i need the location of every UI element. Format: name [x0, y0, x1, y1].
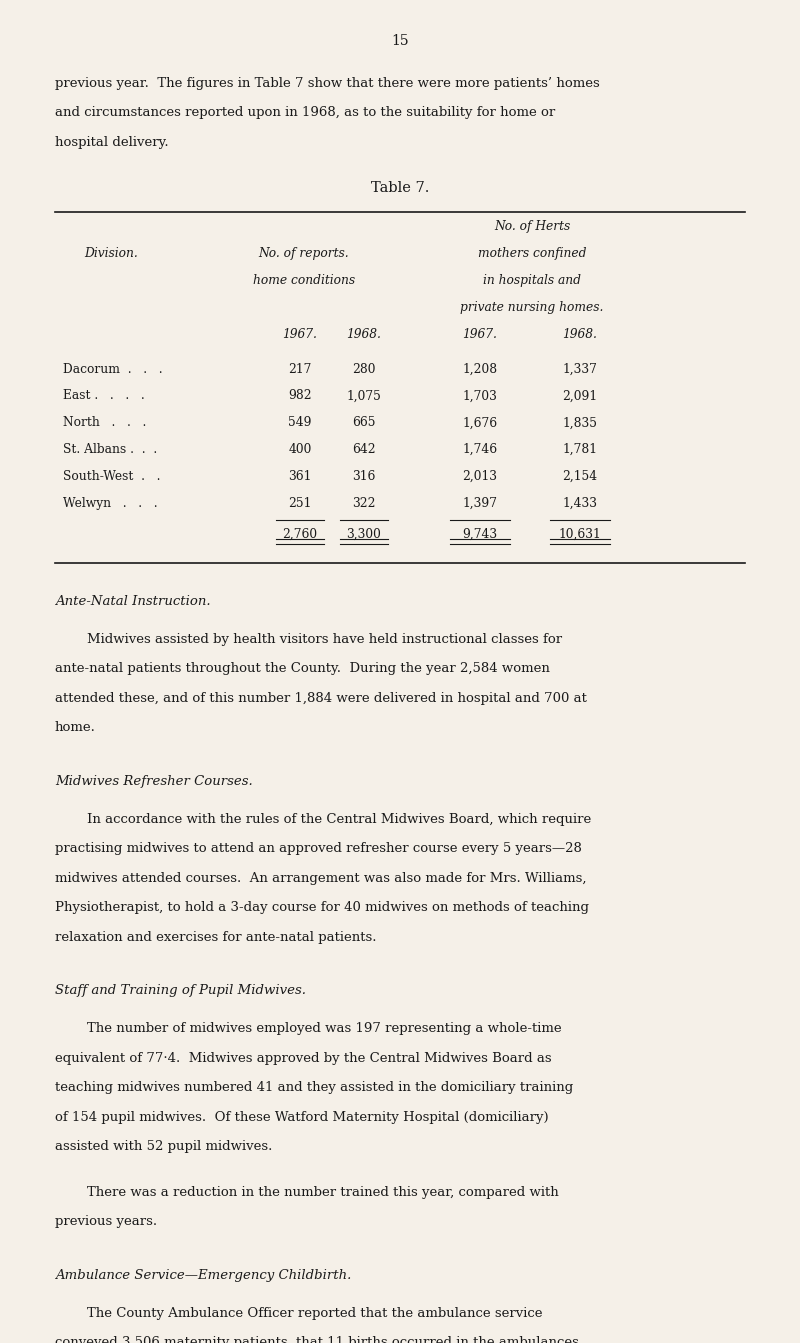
Text: Table 7.: Table 7.	[371, 181, 429, 195]
Text: 1,208: 1,208	[462, 363, 498, 376]
Text: Midwives assisted by health visitors have held instructional classes for: Midwives assisted by health visitors hav…	[87, 633, 562, 646]
Text: Ambulance Service—Emergency Childbirth.: Ambulance Service—Emergency Childbirth.	[55, 1269, 351, 1283]
Text: South-West  .   .: South-West . .	[63, 470, 161, 483]
Text: 2,013: 2,013	[462, 470, 498, 483]
Text: 9,743: 9,743	[462, 528, 498, 541]
Text: conveyed 3,506 maternity patients, that 11 births occurred in the ambulances,: conveyed 3,506 maternity patients, that …	[55, 1336, 583, 1343]
Text: 15: 15	[391, 34, 409, 47]
Text: 1967.: 1967.	[462, 328, 498, 341]
Text: 549: 549	[288, 416, 312, 430]
Text: 1968.: 1968.	[562, 328, 598, 341]
Text: 2,760: 2,760	[282, 528, 318, 541]
Text: St. Albans .  .  .: St. Albans . . .	[63, 443, 158, 457]
Text: 400: 400	[288, 443, 312, 457]
Text: 1,746: 1,746	[462, 443, 498, 457]
Text: 1,337: 1,337	[562, 363, 598, 376]
Text: relaxation and exercises for ante-natal patients.: relaxation and exercises for ante-natal …	[55, 931, 377, 944]
Text: 361: 361	[288, 470, 312, 483]
Text: mothers confined: mothers confined	[478, 247, 586, 261]
Text: 10,631: 10,631	[558, 528, 602, 541]
Text: 2,154: 2,154	[562, 470, 598, 483]
Text: The number of midwives employed was 197 representing a whole-time: The number of midwives employed was 197 …	[87, 1022, 562, 1035]
Text: In accordance with the rules of the Central Midwives Board, which require: In accordance with the rules of the Cent…	[87, 813, 591, 826]
Text: 1968.: 1968.	[346, 328, 382, 341]
Text: attended these, and of this number 1,884 were delivered in hospital and 700 at: attended these, and of this number 1,884…	[55, 692, 587, 705]
Text: 280: 280	[352, 363, 376, 376]
Text: midwives attended courses.  An arrangement was also made for Mrs. Williams,: midwives attended courses. An arrangemen…	[55, 872, 586, 885]
Text: assisted with 52 pupil midwives.: assisted with 52 pupil midwives.	[55, 1140, 272, 1154]
Text: 3,300: 3,300	[346, 528, 382, 541]
Text: practising midwives to attend an approved refresher course every 5 years—28: practising midwives to attend an approve…	[55, 842, 582, 855]
Text: North   .   .   .: North . . .	[63, 416, 146, 430]
Text: teaching midwives numbered 41 and they assisted in the domiciliary training: teaching midwives numbered 41 and they a…	[55, 1081, 574, 1095]
Text: home.: home.	[55, 721, 96, 735]
Text: private nursing homes.: private nursing homes.	[460, 301, 604, 314]
Text: 1,835: 1,835	[562, 416, 598, 430]
Text: 2,091: 2,091	[562, 389, 598, 403]
Text: Division.: Division.	[84, 247, 138, 261]
Text: equivalent of 77·4.  Midwives approved by the Central Midwives Board as: equivalent of 77·4. Midwives approved by…	[55, 1052, 552, 1065]
Text: in hospitals and: in hospitals and	[483, 274, 581, 287]
Text: There was a reduction in the number trained this year, compared with: There was a reduction in the number trai…	[87, 1186, 558, 1199]
Text: 1,781: 1,781	[562, 443, 598, 457]
Text: The County Ambulance Officer reported that the ambulance service: The County Ambulance Officer reported th…	[87, 1307, 542, 1320]
Text: previous years.: previous years.	[55, 1215, 157, 1229]
Text: No. of Herts: No. of Herts	[494, 220, 570, 234]
Text: 322: 322	[352, 497, 376, 510]
Text: Physiotherapist, to hold a 3-day course for 40 midwives on methods of teaching: Physiotherapist, to hold a 3-day course …	[55, 901, 589, 915]
Text: 251: 251	[288, 497, 312, 510]
Text: 1,676: 1,676	[462, 416, 498, 430]
Text: 982: 982	[288, 389, 312, 403]
Text: hospital delivery.: hospital delivery.	[55, 136, 169, 149]
Text: of 154 pupil midwives.  Of these Watford Maternity Hospital (domiciliary): of 154 pupil midwives. Of these Watford …	[55, 1111, 549, 1124]
Text: Midwives Refresher Courses.: Midwives Refresher Courses.	[55, 775, 253, 788]
Text: Welwyn   .   .   .: Welwyn . . .	[63, 497, 158, 510]
Text: previous year.  The figures in Table 7 show that there were more patients’ homes: previous year. The figures in Table 7 sh…	[55, 77, 600, 90]
Text: 1,397: 1,397	[462, 497, 498, 510]
Text: 1967.: 1967.	[282, 328, 318, 341]
Text: No. of reports.: No. of reports.	[258, 247, 350, 261]
Text: 665: 665	[352, 416, 376, 430]
Text: 1,433: 1,433	[562, 497, 598, 510]
Text: Ante-Natal Instruction.: Ante-Natal Instruction.	[55, 595, 210, 608]
Text: Staff and Training of Pupil Midwives.: Staff and Training of Pupil Midwives.	[55, 984, 306, 998]
Text: 316: 316	[352, 470, 376, 483]
Text: ante-natal patients throughout the County.  During the year 2,584 women: ante-natal patients throughout the Count…	[55, 662, 550, 676]
Text: East .   .   .   .: East . . . .	[63, 389, 145, 403]
Text: home conditions: home conditions	[253, 274, 355, 287]
Text: 217: 217	[288, 363, 312, 376]
Text: 1,075: 1,075	[346, 389, 382, 403]
Text: Dacorum  .   .   .: Dacorum . . .	[63, 363, 162, 376]
Text: 642: 642	[352, 443, 376, 457]
Text: and circumstances reported upon in 1968, as to the suitability for home or: and circumstances reported upon in 1968,…	[55, 106, 555, 120]
Text: 1,703: 1,703	[462, 389, 498, 403]
